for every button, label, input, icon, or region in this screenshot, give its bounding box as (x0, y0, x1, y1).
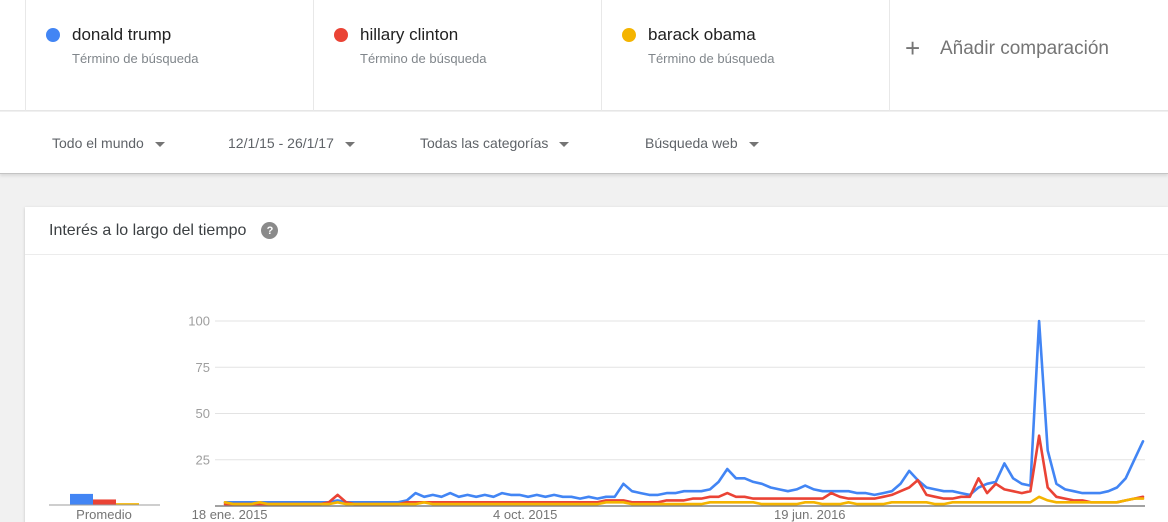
add-comparison-label: Añadir comparación (940, 38, 1109, 59)
term-subtitle: Término de búsqueda (360, 51, 487, 66)
chart-line-barack-obama (223, 495, 1145, 506)
card-divider (601, 0, 602, 111)
series-dot-yellow (622, 28, 636, 42)
average-bar-barack-obama (116, 503, 139, 505)
plus-icon: + (905, 33, 921, 63)
y-tick-label: 25 (196, 452, 210, 467)
chevron-down-icon (154, 141, 165, 147)
card-divider (313, 0, 314, 111)
help-icon[interactable]: ? (261, 222, 279, 239)
filter-search-type[interactable]: Búsqueda web (645, 112, 759, 174)
filter-bar: Todo el mundo 12/1/15 - 26/1/17 Todas la… (0, 112, 1168, 174)
chevron-down-icon (559, 141, 570, 147)
comparison-row: donald trump Término de búsqueda hillary… (0, 0, 1168, 111)
chart-card-header: Interés a lo largo del tiempo ? (25, 207, 1168, 255)
trend-chart-svg: 25 50 75 100 18 ene. 2015 4 oct. 2015 19 jun. … (49, 314, 1145, 522)
filter-search-type-label: Búsqueda web (645, 135, 738, 151)
line-chart: 25 50 75 100 18 ene. 2015 4 oct. 2015 19 jun. … (25, 207, 1168, 522)
term-title: donald trump (72, 25, 172, 44)
series-dot-red (334, 28, 348, 42)
add-comparison-button[interactable]: + Añadir comparación (889, 0, 1168, 111)
card-divider (889, 0, 890, 111)
filter-category[interactable]: Todas las categorías (420, 112, 570, 174)
term-title: hillary clinton (360, 25, 459, 44)
chart-line-donald-trump (223, 319, 1145, 504)
interest-over-time-card: 25 50 75 100 18 ene. 2015 4 oct. 2015 19 jun. … (25, 207, 1168, 522)
chart-line-hillary-clinton (223, 434, 1145, 506)
chevron-down-icon (344, 141, 355, 147)
y-tick-label: 50 (196, 406, 210, 421)
chart-title: Interés a lo largo del tiempo (49, 221, 247, 239)
average-bar-hillary-clinton (93, 499, 116, 505)
filter-date-range-label: 12/1/15 - 26/1/17 (228, 135, 334, 151)
filter-date-range[interactable]: 12/1/15 - 26/1/17 (228, 112, 355, 174)
chevron-down-icon (748, 141, 759, 147)
y-tick-label: 100 (188, 314, 210, 329)
filter-region-label: Todo el mundo (52, 135, 144, 151)
term-subtitle: Término de búsqueda (72, 51, 199, 66)
term-card-barack-obama[interactable]: barack obama Término de búsqueda (601, 0, 889, 111)
average-label: Promedio (76, 507, 132, 522)
average-bar-donald-trump (70, 493, 93, 505)
term-card-hillary-clinton[interactable]: hillary clinton Término de búsqueda (313, 0, 601, 111)
filter-category-label: Todas las categorías (420, 135, 549, 151)
card-divider (25, 0, 26, 111)
x-tick-label: 18 ene. 2015 (192, 507, 268, 522)
filter-region[interactable]: Todo el mundo (52, 112, 165, 174)
x-tick-label: 4 oct. 2015 (493, 507, 557, 522)
series-dot-blue (46, 28, 60, 42)
term-subtitle: Término de búsqueda (648, 51, 775, 66)
term-card-donald-trump[interactable]: donald trump Término de búsqueda (25, 0, 313, 111)
term-title: barack obama (648, 25, 756, 44)
x-tick-label: 19 jun. 2016 (774, 507, 846, 522)
y-tick-label: 75 (196, 360, 210, 375)
